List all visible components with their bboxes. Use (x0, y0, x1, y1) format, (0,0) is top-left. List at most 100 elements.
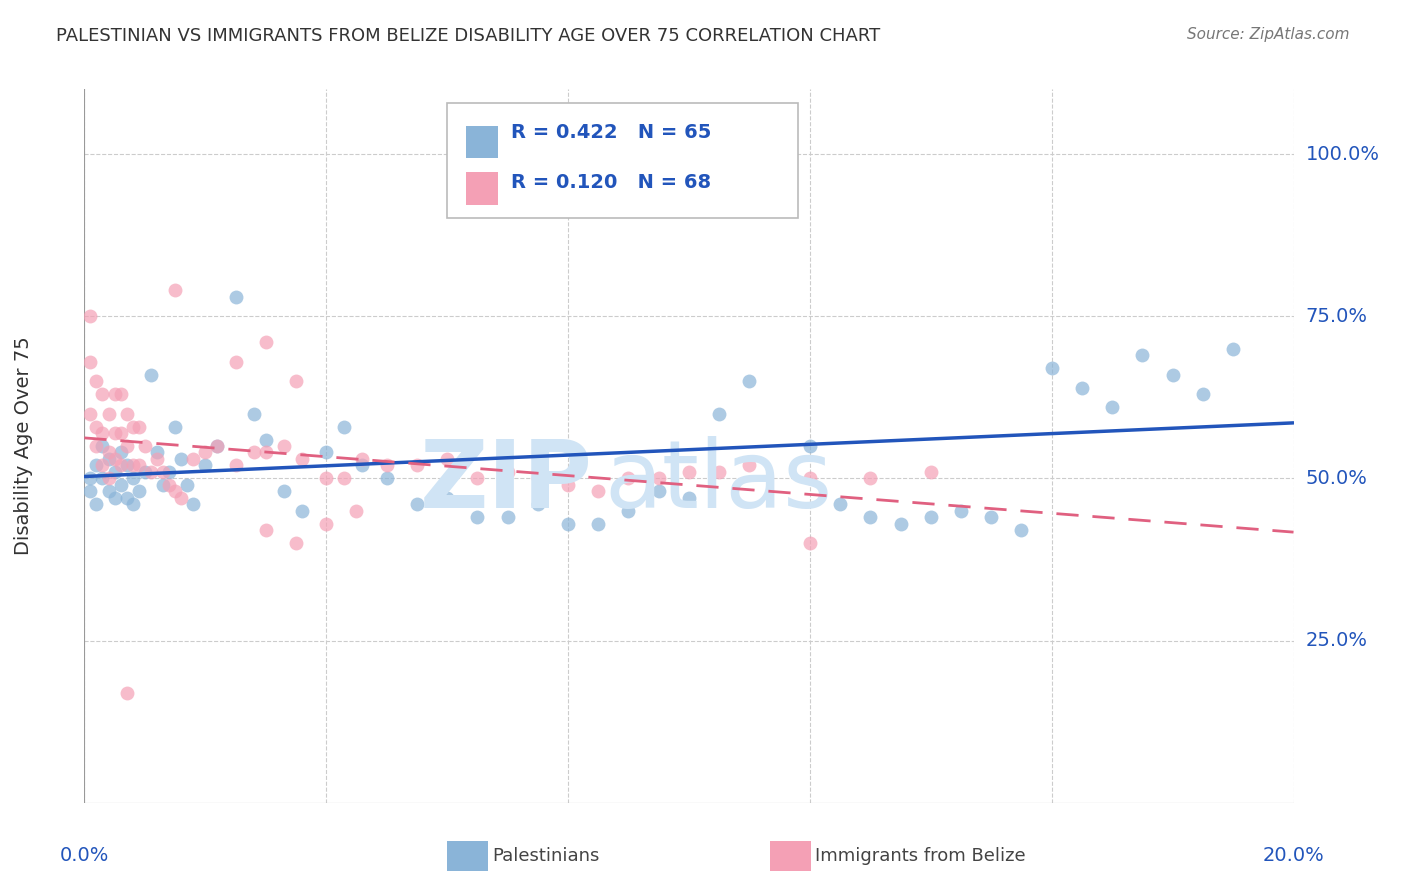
Point (1130, 348, 1153, 362)
Point (97, 471, 120, 485)
Text: 50.0%: 50.0% (1306, 469, 1368, 488)
Text: ZIP: ZIP (419, 435, 592, 528)
Point (254, 445, 277, 459)
Point (496, 510, 519, 524)
Point (617, 471, 640, 485)
Point (254, 524, 277, 538)
Point (1161, 368, 1184, 382)
Point (134, 439, 156, 453)
Text: 0.0%: 0.0% (59, 846, 110, 864)
Text: Disability Age Over 75: Disability Age Over 75 (14, 336, 34, 556)
Point (273, 439, 295, 453)
Point (291, 504, 314, 518)
Point (273, 484, 295, 499)
Point (346, 504, 368, 518)
FancyBboxPatch shape (467, 172, 498, 205)
Point (128, 419, 150, 434)
Point (920, 510, 942, 524)
Point (152, 478, 174, 492)
Point (86, 374, 108, 388)
Point (406, 497, 429, 511)
FancyBboxPatch shape (447, 103, 797, 218)
Point (139, 465, 162, 479)
Point (91, 458, 114, 473)
Point (799, 536, 821, 550)
Point (769, 128, 792, 142)
Point (104, 465, 127, 479)
Point (1010, 524, 1032, 538)
Point (181, 497, 204, 511)
Point (79, 471, 101, 485)
Point (110, 387, 132, 401)
Point (121, 458, 143, 473)
Point (647, 471, 671, 485)
Point (315, 471, 337, 485)
FancyBboxPatch shape (467, 126, 498, 159)
Point (86, 419, 108, 434)
Point (1191, 387, 1213, 401)
Point (79, 484, 101, 499)
Point (139, 368, 162, 382)
Point (526, 497, 548, 511)
Point (467, 510, 489, 524)
Text: Palestinians: Palestinians (492, 847, 599, 865)
Point (830, 497, 852, 511)
Point (352, 452, 374, 467)
Text: 20.0%: 20.0% (1263, 846, 1324, 864)
Point (467, 471, 489, 485)
Text: R = 0.120   N = 68: R = 0.120 N = 68 (512, 173, 711, 192)
Point (254, 433, 277, 447)
Point (242, 445, 264, 459)
Point (799, 471, 821, 485)
Point (128, 484, 150, 499)
Point (980, 510, 1002, 524)
Point (678, 465, 700, 479)
Point (526, 471, 548, 485)
Point (163, 283, 186, 297)
Text: 75.0%: 75.0% (1306, 307, 1368, 326)
Point (588, 484, 610, 499)
Point (152, 465, 174, 479)
Point (157, 465, 180, 479)
Point (121, 471, 143, 485)
Point (97, 407, 120, 421)
Point (225, 458, 247, 473)
Point (115, 439, 138, 453)
Point (859, 471, 882, 485)
Point (333, 471, 356, 485)
Point (557, 516, 579, 531)
Point (104, 491, 127, 505)
Point (254, 335, 277, 350)
Point (86, 458, 108, 473)
Point (284, 374, 308, 388)
Point (890, 516, 912, 531)
Text: 100.0%: 100.0% (1306, 145, 1379, 163)
Point (1101, 400, 1123, 414)
Point (709, 465, 731, 479)
Point (738, 374, 761, 388)
Point (617, 504, 640, 518)
Point (799, 439, 821, 453)
Point (79, 407, 101, 421)
Text: atlas: atlas (605, 435, 832, 528)
Point (375, 458, 398, 473)
Point (242, 407, 264, 421)
Point (86, 439, 108, 453)
Point (104, 452, 127, 467)
Point (91, 425, 114, 440)
Point (110, 478, 132, 492)
Text: Source: ZipAtlas.com: Source: ZipAtlas.com (1187, 27, 1350, 42)
Point (110, 458, 132, 473)
Point (121, 419, 143, 434)
Point (157, 478, 180, 492)
Point (315, 516, 337, 531)
Point (375, 471, 398, 485)
Point (146, 452, 169, 467)
Point (110, 425, 132, 440)
Point (436, 491, 458, 505)
Point (333, 419, 356, 434)
Point (315, 445, 337, 459)
Point (104, 387, 127, 401)
Point (79, 310, 101, 324)
Point (207, 439, 229, 453)
